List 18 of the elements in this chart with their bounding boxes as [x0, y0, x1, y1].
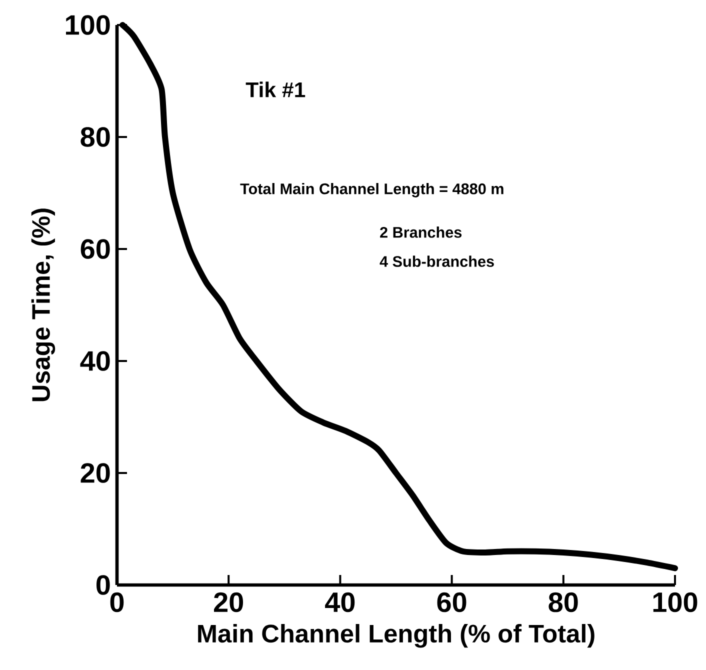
y-tick-label: 20	[80, 463, 110, 483]
x-tick-label: 100	[653, 592, 698, 612]
y-axis-title: Usage Time, (%)	[31, 208, 56, 402]
annotation: 2 Branches	[380, 226, 462, 238]
y-tick-label: 100	[66, 15, 110, 35]
y-tick-label: 40	[80, 351, 110, 371]
x-tick-label: 40	[325, 592, 355, 612]
x-tick-label: 0	[110, 592, 124, 612]
annotation: 4 Sub-branches	[380, 256, 494, 267]
annotation: Tik #1	[246, 82, 306, 98]
x-tick-label: 80	[548, 592, 578, 612]
y-tick-label: 0	[96, 575, 110, 595]
y-tick-label: 80	[80, 127, 110, 147]
x-tick-label: 60	[437, 592, 466, 612]
annotation: Total Main Channel Length = 4880 m	[240, 183, 504, 198]
x-tick-label: 20	[214, 592, 244, 612]
x-axis-title: Main Channel Length (% of Total)	[198, 624, 594, 648]
y-tick-label: 60	[80, 239, 110, 259]
